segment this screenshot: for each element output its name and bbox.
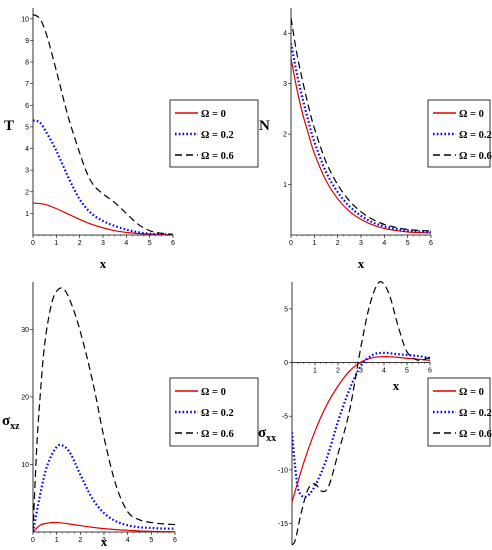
x-tick-label: 2 — [336, 368, 340, 375]
y-tick-label: 5 — [25, 124, 29, 131]
y-tick-label: 10 — [21, 16, 29, 23]
x-tick-label: 5 — [405, 368, 409, 375]
series-line-2 — [292, 351, 431, 499]
x-tick-label: 5 — [148, 240, 152, 247]
legend-entry: Ω = 0.6 — [459, 151, 492, 162]
y-tick-label: 10 — [21, 462, 29, 469]
legend: Ω = 0 Ω = 0.2 Ω = 0.6 — [427, 99, 492, 168]
chart-panel-3: 0 1 2 3 4 5 6 10 20 30 x σxz Ω = 0 Ω = 0.2 Ω = 0.6 — [2, 282, 259, 549]
series-line-2 — [33, 119, 174, 236]
legend-entry: Ω = 0.2 — [459, 408, 492, 419]
x-tick-label: 2 — [78, 240, 82, 247]
legend-box — [169, 377, 259, 447]
y-tick-label: 2 — [25, 189, 29, 196]
legend: Ω = 0 Ω = 0.2 Ω = 0.6 — [169, 377, 259, 447]
x-axis-label: x — [358, 256, 365, 271]
y-tick-label: 1 — [283, 182, 287, 189]
x-tick-label: 1 — [312, 240, 316, 247]
series-line-2 — [33, 443, 176, 533]
legend-box — [169, 99, 259, 168]
x-tick-label: 4 — [126, 537, 130, 544]
x-tick-label: 3 — [102, 537, 106, 544]
y-axis-label: N — [259, 118, 270, 134]
x-tick-label: 6 — [171, 240, 175, 247]
y-tick-label: 9 — [25, 38, 29, 45]
x-tick-label: 5 — [149, 537, 153, 544]
y-tick-label: -15 — [278, 521, 288, 528]
series-line-1 — [291, 58, 432, 234]
legend-entry: Ω = 0 — [459, 109, 484, 120]
legend-entry: Ω = 0.2 — [201, 408, 234, 419]
legend-entry: Ω = 0.6 — [459, 429, 492, 440]
x-tick-label: 1 — [54, 240, 58, 247]
x-tick-label: 6 — [428, 368, 432, 375]
y-tick-label: 2 — [283, 132, 287, 139]
x-tick-label: 2 — [336, 240, 340, 247]
series-line-1 — [33, 202, 174, 236]
y-tick-label: 1 — [25, 211, 29, 218]
y-tick-label: -5 — [282, 414, 288, 421]
y-tick-label: 3 — [283, 81, 287, 88]
x-axis-label: x — [393, 378, 400, 393]
y-axis-label: T — [4, 118, 14, 134]
chart-panel-4: 1 2 3 4 5 6 5 0 -5 -10 -15 x σxx Ω = 0 Ω = 0.2 Ω = 0.6 — [258, 281, 492, 546]
legend-entry: Ω = 0.2 — [459, 130, 492, 141]
y-axis-label: σxx — [258, 425, 276, 444]
y-tick-label: 8 — [25, 60, 29, 67]
y-tick-label: -10 — [278, 467, 288, 474]
series-line-3 — [33, 287, 176, 533]
x-tick-label: 4 — [382, 368, 386, 375]
legend-entry: Ω = 0 — [201, 109, 226, 120]
x-tick-label: 0 — [31, 240, 35, 247]
x-tick-label: 6 — [429, 240, 433, 247]
x-tick-label: 3 — [359, 240, 363, 247]
x-tick-label: 4 — [124, 240, 128, 247]
x-tick-label: 4 — [382, 240, 386, 247]
x-tick-label: 6 — [173, 537, 177, 544]
y-tick-label: 3 — [25, 168, 29, 175]
legend: Ω = 0 Ω = 0.2 Ω = 0.6 — [427, 377, 492, 447]
y-tick-label: 7 — [25, 81, 29, 88]
legend-entry: Ω = 0 — [201, 387, 226, 398]
y-tick-label: 20 — [21, 394, 29, 401]
legend-entry: Ω = 0.6 — [201, 429, 234, 440]
y-tick-label: 5 — [284, 306, 288, 313]
y-axis-label: σxz — [2, 413, 20, 432]
y-tick-label: 4 — [25, 146, 29, 153]
legend: Ω = 0 Ω = 0.2 Ω = 0.6 — [169, 99, 259, 168]
x-tick-label: 5 — [406, 240, 410, 247]
x-tick-label: 1 — [55, 537, 59, 544]
x-tick-label: 3 — [101, 240, 105, 247]
y-tick-label: 6 — [25, 103, 29, 110]
series-line-1 — [292, 355, 431, 503]
series-line-2 — [291, 43, 432, 234]
x-axis-label: x — [100, 256, 107, 271]
y-tick-label: 30 — [21, 327, 29, 334]
x-tick-label: 1 — [313, 368, 317, 375]
x-tick-label: 3 — [359, 368, 363, 375]
x-axis-label: x — [101, 534, 108, 549]
x-tick-label: 0 — [31, 537, 35, 544]
y-axis-label-subscript: xz — [10, 421, 20, 432]
series-line-3 — [292, 281, 431, 546]
y-tick-label: 0 — [284, 360, 288, 367]
series-line-3 — [291, 17, 432, 232]
chart-panel-1: 0 1 2 3 4 5 6 1 2 3 4 5 6 7 8 9 10 x T Ω = 0 Ω = 0.2 Ω = 0.6 — [4, 8, 259, 271]
y-axis-label-subscript: xx — [266, 433, 276, 444]
x-tick-label: 0 — [289, 240, 293, 247]
legend-entry: Ω = 0.2 — [201, 130, 234, 141]
legend-entry: Ω = 0 — [459, 387, 484, 398]
chart-panel-2: 0 1 2 3 4 5 6 1 2 3 4 x N Ω = 0 Ω = 0.2 Ω = 0.6 — [259, 8, 492, 271]
series-line-3 — [33, 13, 174, 235]
y-tick-label: 4 — [283, 31, 287, 38]
series-line-1 — [33, 521, 176, 533]
x-tick-label: 2 — [78, 537, 82, 544]
legend-entry: Ω = 0.6 — [201, 151, 234, 162]
